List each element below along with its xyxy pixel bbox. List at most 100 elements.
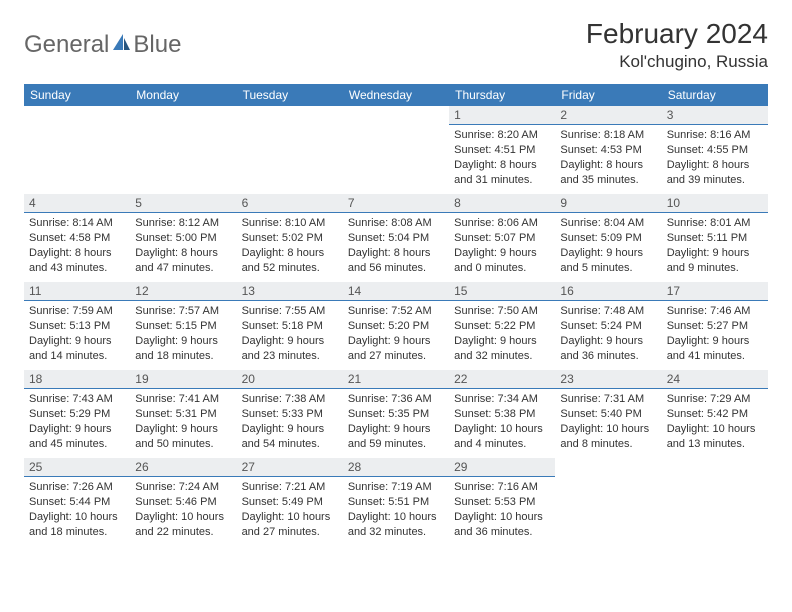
day-number: 19: [130, 370, 236, 389]
calendar-cell: 22Sunrise: 7:34 AMSunset: 5:38 PMDayligh…: [449, 370, 555, 458]
daylight-text-2: and 47 minutes.: [135, 261, 231, 276]
calendar-cell: 17Sunrise: 7:46 AMSunset: 5:27 PMDayligh…: [662, 282, 768, 370]
day-details: Sunrise: 8:08 AMSunset: 5:04 PMDaylight:…: [343, 213, 449, 278]
sunset-text: Sunset: 5:49 PM: [242, 495, 338, 510]
daylight-text-2: and 56 minutes.: [348, 261, 444, 276]
sunset-text: Sunset: 5:20 PM: [348, 319, 444, 334]
calendar-cell: 25Sunrise: 7:26 AMSunset: 5:44 PMDayligh…: [24, 458, 130, 546]
day-header: Thursday: [449, 84, 555, 106]
sunset-text: Sunset: 5:31 PM: [135, 407, 231, 422]
calendar-cell: 23Sunrise: 7:31 AMSunset: 5:40 PMDayligh…: [555, 370, 661, 458]
day-details: Sunrise: 8:01 AMSunset: 5:11 PMDaylight:…: [662, 213, 768, 278]
day-number: 2: [555, 106, 661, 125]
sunrise-text: Sunrise: 7:21 AM: [242, 480, 338, 495]
day-header-row: SundayMondayTuesdayWednesdayThursdayFrid…: [24, 84, 768, 106]
sunrise-text: Sunrise: 7:52 AM: [348, 304, 444, 319]
sunrise-text: Sunrise: 7:16 AM: [454, 480, 550, 495]
sunrise-text: Sunrise: 7:57 AM: [135, 304, 231, 319]
calendar-week: 25Sunrise: 7:26 AMSunset: 5:44 PMDayligh…: [24, 458, 768, 546]
day-details: Sunrise: 8:10 AMSunset: 5:02 PMDaylight:…: [237, 213, 343, 278]
calendar-cell: 16Sunrise: 7:48 AMSunset: 5:24 PMDayligh…: [555, 282, 661, 370]
sunrise-text: Sunrise: 7:29 AM: [667, 392, 763, 407]
day-details: Sunrise: 7:41 AMSunset: 5:31 PMDaylight:…: [130, 389, 236, 454]
day-details: Sunrise: 7:52 AMSunset: 5:20 PMDaylight:…: [343, 301, 449, 366]
daylight-text-1: Daylight: 10 hours: [454, 510, 550, 525]
location-text: Kol'chugino, Russia: [586, 52, 768, 72]
sunrise-text: Sunrise: 7:50 AM: [454, 304, 550, 319]
sunrise-text: Sunrise: 8:08 AM: [348, 216, 444, 231]
daylight-text-1: Daylight: 8 hours: [560, 158, 656, 173]
daylight-text-2: and 5 minutes.: [560, 261, 656, 276]
daylight-text-2: and 59 minutes.: [348, 437, 444, 452]
day-header: Tuesday: [237, 84, 343, 106]
sunset-text: Sunset: 5:42 PM: [667, 407, 763, 422]
daylight-text-1: Daylight: 8 hours: [667, 158, 763, 173]
brand-text-gray: General: [24, 31, 109, 59]
sunrise-text: Sunrise: 7:26 AM: [29, 480, 125, 495]
daylight-text-1: Daylight: 9 hours: [348, 422, 444, 437]
day-number: 10: [662, 194, 768, 213]
calendar-week: 11Sunrise: 7:59 AMSunset: 5:13 PMDayligh…: [24, 282, 768, 370]
sunset-text: Sunset: 5:02 PM: [242, 231, 338, 246]
daylight-text-1: Daylight: 8 hours: [29, 246, 125, 261]
calendar-cell: 5Sunrise: 8:12 AMSunset: 5:00 PMDaylight…: [130, 194, 236, 282]
sunrise-text: Sunrise: 8:16 AM: [667, 128, 763, 143]
day-details: Sunrise: 8:12 AMSunset: 5:00 PMDaylight:…: [130, 213, 236, 278]
sunrise-text: Sunrise: 7:48 AM: [560, 304, 656, 319]
daylight-text-1: Daylight: 9 hours: [135, 422, 231, 437]
day-details: Sunrise: 7:19 AMSunset: 5:51 PMDaylight:…: [343, 477, 449, 542]
sunrise-text: Sunrise: 7:34 AM: [454, 392, 550, 407]
sunset-text: Sunset: 5:27 PM: [667, 319, 763, 334]
day-number: 7: [343, 194, 449, 213]
sunset-text: Sunset: 5:11 PM: [667, 231, 763, 246]
day-details: Sunrise: 7:36 AMSunset: 5:35 PMDaylight:…: [343, 389, 449, 454]
day-number: 12: [130, 282, 236, 301]
day-header: Friday: [555, 84, 661, 106]
calendar-cell: 27Sunrise: 7:21 AMSunset: 5:49 PMDayligh…: [237, 458, 343, 546]
calendar-cell: 29Sunrise: 7:16 AMSunset: 5:53 PMDayligh…: [449, 458, 555, 546]
day-details: Sunrise: 7:16 AMSunset: 5:53 PMDaylight:…: [449, 477, 555, 542]
calendar-cell: 18Sunrise: 7:43 AMSunset: 5:29 PMDayligh…: [24, 370, 130, 458]
daylight-text-2: and 23 minutes.: [242, 349, 338, 364]
calendar-cell: 3Sunrise: 8:16 AMSunset: 4:55 PMDaylight…: [662, 106, 768, 194]
day-number: 17: [662, 282, 768, 301]
calendar-cell: 24Sunrise: 7:29 AMSunset: 5:42 PMDayligh…: [662, 370, 768, 458]
daylight-text-1: Daylight: 10 hours: [667, 422, 763, 437]
sunrise-text: Sunrise: 7:59 AM: [29, 304, 125, 319]
sunset-text: Sunset: 5:22 PM: [454, 319, 550, 334]
calendar-cell: 7Sunrise: 8:08 AMSunset: 5:04 PMDaylight…: [343, 194, 449, 282]
calendar-cell: [662, 458, 768, 546]
day-details: Sunrise: 8:14 AMSunset: 4:58 PMDaylight:…: [24, 213, 130, 278]
daylight-text-2: and 9 minutes.: [667, 261, 763, 276]
day-number: 21: [343, 370, 449, 389]
day-details: Sunrise: 8:20 AMSunset: 4:51 PMDaylight:…: [449, 125, 555, 190]
sunrise-text: Sunrise: 7:24 AM: [135, 480, 231, 495]
calendar-cell: [237, 106, 343, 194]
sunset-text: Sunset: 5:53 PM: [454, 495, 550, 510]
calendar-cell: [555, 458, 661, 546]
day-details: Sunrise: 7:38 AMSunset: 5:33 PMDaylight:…: [237, 389, 343, 454]
sunset-text: Sunset: 4:53 PM: [560, 143, 656, 158]
day-number: 14: [343, 282, 449, 301]
calendar-cell: 10Sunrise: 8:01 AMSunset: 5:11 PMDayligh…: [662, 194, 768, 282]
day-details: Sunrise: 8:18 AMSunset: 4:53 PMDaylight:…: [555, 125, 661, 190]
day-number: 23: [555, 370, 661, 389]
calendar-cell: 14Sunrise: 7:52 AMSunset: 5:20 PMDayligh…: [343, 282, 449, 370]
sunrise-text: Sunrise: 7:36 AM: [348, 392, 444, 407]
daylight-text-1: Daylight: 10 hours: [560, 422, 656, 437]
day-number: 22: [449, 370, 555, 389]
daylight-text-1: Daylight: 8 hours: [242, 246, 338, 261]
sunset-text: Sunset: 5:46 PM: [135, 495, 231, 510]
calendar-cell: 2Sunrise: 8:18 AMSunset: 4:53 PMDaylight…: [555, 106, 661, 194]
brand-text-blue: Blue: [133, 31, 181, 59]
sunset-text: Sunset: 5:07 PM: [454, 231, 550, 246]
calendar-cell: 1Sunrise: 8:20 AMSunset: 4:51 PMDaylight…: [449, 106, 555, 194]
day-details: Sunrise: 8:04 AMSunset: 5:09 PMDaylight:…: [555, 213, 661, 278]
day-number: 28: [343, 458, 449, 477]
calendar-cell: 9Sunrise: 8:04 AMSunset: 5:09 PMDaylight…: [555, 194, 661, 282]
daylight-text-2: and 50 minutes.: [135, 437, 231, 452]
daylight-text-1: Daylight: 9 hours: [242, 334, 338, 349]
calendar-cell: 28Sunrise: 7:19 AMSunset: 5:51 PMDayligh…: [343, 458, 449, 546]
day-number: 11: [24, 282, 130, 301]
sunset-text: Sunset: 5:24 PM: [560, 319, 656, 334]
